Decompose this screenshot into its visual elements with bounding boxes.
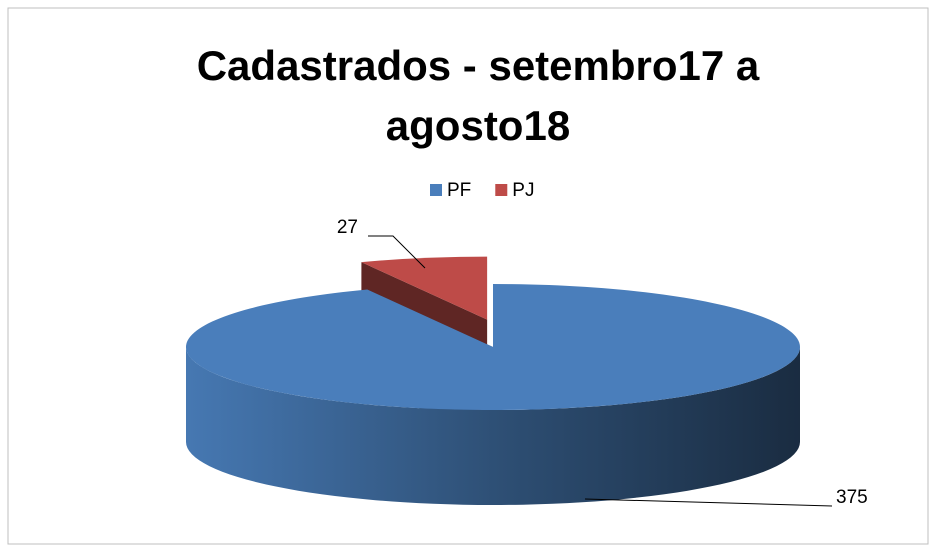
slice-side <box>186 347 800 505</box>
data-label: 375 <box>836 487 868 508</box>
legend-swatch <box>430 184 442 196</box>
legend-label: PJ <box>512 180 534 201</box>
slice-top <box>185 284 800 410</box>
slice-top <box>361 256 488 320</box>
legend-swatch <box>495 184 508 196</box>
legend-label: PF <box>447 180 471 201</box>
leader-line <box>584 498 833 507</box>
leader-line <box>368 235 426 269</box>
data-label: 27 <box>337 217 358 238</box>
chart-title: Cadastrados - setembro17 a agosto18 <box>196 42 760 149</box>
